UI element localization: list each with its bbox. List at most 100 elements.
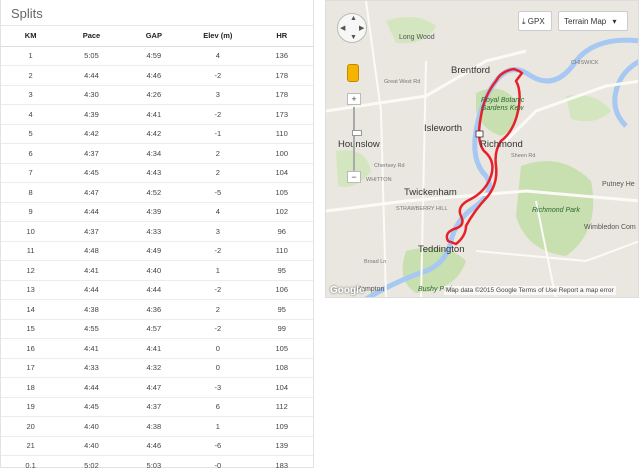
split-cell-gap: 4:57 [122,319,186,339]
split-cell-hr: 102 [250,202,313,222]
split-cell-km: 15 [1,319,61,339]
split-cell-pace: 4:45 [60,397,123,417]
split-cell-hr: 112 [250,397,313,417]
split-row: 18 4:44 4:47 -3 104 [1,377,313,398]
split-cell-elev: 6 [185,397,251,417]
split-row: 1 5:05 4:59 4 136 [1,46,313,66]
split-cell-km: 8 [1,182,61,203]
split-row: 9 4:44 4:39 4 102 [1,202,313,222]
column-header-elev: Elev (m) [185,26,251,47]
split-cell-elev: 2 [185,299,251,320]
map-type-dropdown[interactable]: Terrain Map ▾ [558,11,628,31]
park-area [386,17,436,44]
split-cell-pace: 4:41 [60,338,123,359]
split-cell-pace: 4:40 [60,436,123,456]
zoom-in-button[interactable]: + [347,93,361,105]
split-cell-hr: 96 [250,221,313,242]
split-cell-elev: -0 [185,455,251,468]
download-icon: ⤓ [522,17,526,26]
pan-left-icon[interactable]: ◀ [340,25,346,32]
column-header-pace: Pace [60,26,123,47]
split-cell-elev: 0 [185,358,251,378]
split-cell-elev: -6 [185,436,251,456]
river-thames [612,59,638,128]
split-cell-hr: 108 [250,358,313,378]
split-cell-gap: 4:46 [122,65,186,86]
place-label: Twickenham [404,187,457,198]
split-cell-hr: 104 [250,163,313,183]
pan-up-icon[interactable]: ▲ [350,15,357,22]
road-label: Great West Rd [384,79,421,85]
split-cell-elev: 1 [185,416,251,437]
pan-down-icon[interactable]: ▼ [350,34,357,41]
zoom-out-button[interactable]: − [347,171,361,183]
split-cell-elev: -2 [185,280,251,300]
split-row: 20 4:40 4:38 1 109 [1,416,313,437]
pan-right-icon[interactable]: ▶ [359,25,365,32]
split-row: 0.1 5:02 5:03 -0 183 [1,455,313,468]
split-cell-pace: 4:55 [60,319,123,339]
split-cell-elev: -2 [185,65,251,86]
split-cell-km: 12 [1,260,61,281]
zoom-control[interactable]: + − [347,93,362,185]
split-cell-pace: 4:44 [60,65,123,86]
map-attribution[interactable]: Map data ©2015 Google Terms of Use Repor… [444,286,616,295]
place-label: Hounslow [338,139,380,150]
split-row: 7 4:45 4:43 2 104 [1,163,313,183]
split-cell-km: 1 [1,46,61,66]
split-cell-km: 9 [1,202,61,222]
gpx-download-button[interactable]: ⤓ GPX [518,11,552,31]
split-row: 10 4:37 4:33 3 96 [1,221,313,242]
split-cell-elev: 2 [185,143,251,164]
split-row: 3 4:30 4:26 3 178 [1,85,313,105]
split-cell-gap: 4:46 [122,436,186,456]
split-cell-pace: 4:42 [60,124,123,144]
split-cell-gap: 4:41 [122,338,186,359]
area-label: WHITTON [366,177,392,183]
splits-table: KM Pace GAP Elev (m) HR 1 5:05 4:59 4 136 2 4:… [1,26,313,468]
split-cell-hr: 110 [250,124,313,144]
split-cell-elev: 4 [185,202,251,222]
split-cell-elev: 0 [185,338,251,359]
place-label: Hampton [356,286,385,293]
splits-body: 1 5:05 4:59 4 136 2 4:44 4:46 -2 178 3 4:30 4:26 3 178… [1,46,313,468]
split-cell-elev: -5 [185,182,251,203]
split-cell-hr: 105 [250,338,313,359]
split-row: 21 4:40 4:46 -6 139 [1,436,313,456]
road [420,60,427,297]
river-thames [364,37,638,297]
zoom-knob[interactable] [352,130,362,136]
place-label: Wimbledon Com [584,224,636,231]
split-cell-hr: 95 [250,299,313,320]
split-cell-hr: 99 [250,319,313,339]
split-cell-km: 6 [1,143,61,164]
split-cell-hr: 104 [250,377,313,398]
split-cell-pace: 5:05 [60,46,123,66]
column-header-km: KM [1,26,61,47]
split-cell-pace: 4:48 [60,241,123,261]
split-cell-hr: 109 [250,416,313,437]
road [326,189,638,213]
split-cell-gap: 4:59 [122,46,186,66]
park-area [516,161,594,256]
park-area [402,247,466,293]
split-cell-pace: 4:47 [60,182,123,203]
finish-flag [475,130,484,138]
road-label: Sheen Rd [511,153,536,159]
place-label: Isleworth [424,123,463,134]
split-cell-elev: 3 [185,221,251,242]
pegman-icon[interactable] [347,64,359,82]
pan-control[interactable]: ▲ ▼ ◀ ▶ [337,13,367,43]
split-cell-km: 2 [1,65,61,86]
split-cell-km: 20 [1,416,61,437]
split-cell-gap: 4:33 [122,221,186,242]
split-cell-gap: 4:26 [122,85,186,105]
split-cell-gap: 4:39 [122,202,186,222]
place-label: Putney He [602,181,635,188]
zoom-track[interactable] [352,107,362,171]
route-map[interactable]: Brentford Isleworth Hounslow Richmond Tw… [325,0,639,298]
split-cell-gap: 4:41 [122,104,186,125]
area-label: STRAWBERRY HILL [396,206,448,212]
split-cell-km: 21 [1,436,61,456]
split-cell-pace: 4:41 [60,260,123,281]
